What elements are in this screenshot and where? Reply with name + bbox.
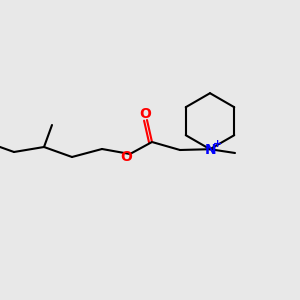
Text: O: O <box>139 107 151 121</box>
Text: N: N <box>205 143 217 157</box>
Text: +: + <box>213 139 223 149</box>
Text: O: O <box>120 150 132 164</box>
